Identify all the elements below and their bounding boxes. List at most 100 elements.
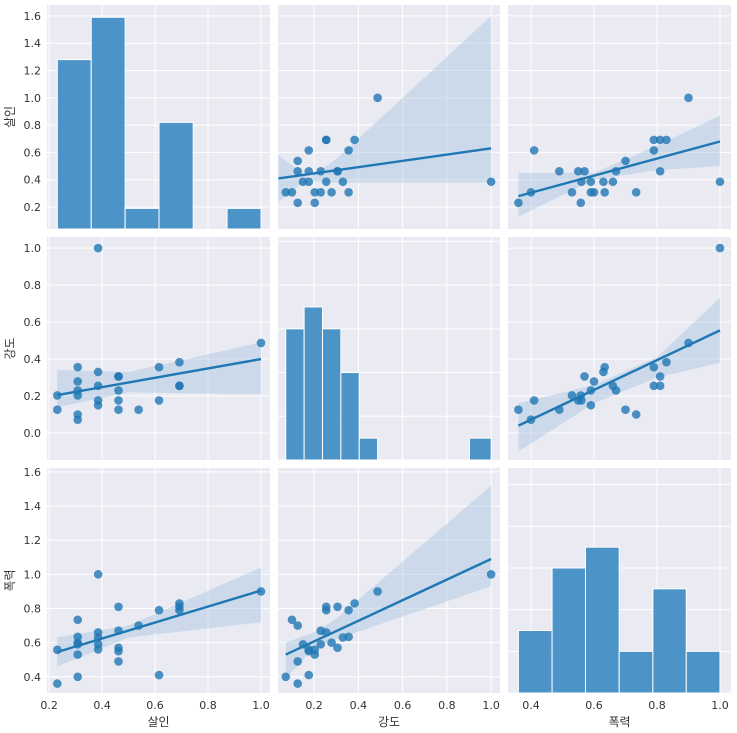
data-point (114, 643, 123, 653)
data-point (576, 198, 586, 208)
panel-살인-폭력 (508, 5, 731, 229)
x-tick-label: 0.8 (199, 699, 217, 712)
histogram-bar (340, 372, 360, 461)
y-axis-label: 살인 (3, 106, 17, 128)
histogram-bar (226, 207, 262, 230)
confidence-band (57, 342, 261, 408)
regression-line (518, 140, 721, 198)
y-axis-label: 폭력 (3, 569, 17, 591)
x-tick-label: 0.2 (40, 699, 58, 712)
histogram-bar (90, 16, 126, 230)
data-point (586, 187, 596, 197)
data-point (333, 602, 342, 612)
data-point (93, 628, 103, 637)
data-point (154, 605, 164, 615)
data-point (350, 135, 359, 145)
panel-background (508, 237, 731, 460)
confidence-band (57, 567, 261, 667)
data-point (655, 381, 665, 391)
histogram-bar (56, 59, 92, 230)
data-point (649, 146, 659, 155)
y-tick-label: 1.0 (24, 568, 42, 581)
data-point (293, 621, 302, 630)
regression-line (278, 147, 492, 180)
histogram-bar (551, 567, 586, 694)
data-point (684, 93, 693, 103)
y-tick-label: 0.6 (24, 637, 42, 650)
data-point (53, 405, 62, 415)
data-point (175, 381, 184, 391)
data-point (73, 415, 83, 424)
x-tick-label: 0.6 (146, 699, 164, 712)
data-point (662, 357, 671, 367)
regression-line (517, 329, 721, 427)
data-point (53, 645, 62, 655)
data-point (293, 657, 302, 666)
data-point (649, 135, 659, 145)
data-point (281, 672, 291, 682)
data-point (338, 177, 348, 187)
x-axis-label: 폭력 (608, 715, 630, 729)
data-point (599, 367, 608, 377)
data-point (529, 396, 539, 405)
data-point (321, 135, 331, 145)
x-tick-label: 1.0 (482, 699, 500, 712)
data-point (53, 679, 62, 688)
x-axis-label: 강도 (378, 715, 400, 729)
y-tick-label: 0.4 (24, 353, 42, 366)
data-point (310, 187, 320, 197)
panel-background (508, 5, 731, 229)
histogram-bar (618, 650, 654, 694)
data-point (327, 638, 336, 647)
data-point (73, 672, 83, 682)
data-point (321, 177, 331, 187)
regression-line (285, 557, 492, 656)
panel-살인-살인 (47, 5, 270, 230)
histogram-bar (358, 437, 379, 461)
y-tick-label: 0.4 (24, 174, 42, 187)
y-tick-label: 0.2 (24, 201, 42, 214)
data-point (715, 243, 725, 253)
data-point (154, 670, 164, 680)
data-point (93, 367, 103, 377)
data-point (655, 372, 665, 381)
histogram-bar (468, 437, 492, 461)
data-point (293, 198, 302, 208)
data-point (114, 405, 123, 415)
data-point (304, 646, 314, 656)
histogram-bar (652, 588, 687, 694)
data-point (586, 177, 596, 187)
panel-강도-강도 (278, 237, 500, 461)
data-point (93, 640, 103, 649)
data-point (93, 570, 103, 579)
data-point (93, 243, 103, 253)
y-axis-label: 강도 (3, 337, 17, 359)
data-point (114, 386, 123, 395)
y-tick-label: 0.6 (24, 146, 42, 159)
data-point (514, 198, 523, 208)
data-point (486, 570, 496, 579)
x-tick-label: 0.4 (93, 699, 111, 712)
data-point (580, 166, 589, 176)
regression-line (57, 357, 262, 397)
data-point (287, 187, 297, 197)
data-point (293, 166, 302, 176)
data-point (529, 146, 539, 155)
data-point (649, 362, 659, 372)
panel-background (47, 237, 270, 460)
data-point (256, 338, 266, 348)
y-tick-label: 0.6 (24, 316, 42, 329)
data-point (293, 156, 302, 166)
data-point (287, 615, 297, 625)
y-tick-label: 0.8 (24, 279, 42, 292)
data-point (175, 605, 184, 615)
data-point (73, 391, 83, 400)
x-tick-label: 0.4 (350, 699, 368, 712)
data-point (154, 362, 164, 372)
y-tick-label: 1.0 (24, 92, 42, 105)
panel-강도-살인 (47, 237, 270, 460)
histogram-bar (124, 207, 160, 230)
data-point (344, 605, 353, 615)
panel-폭력-강도 (278, 468, 500, 693)
